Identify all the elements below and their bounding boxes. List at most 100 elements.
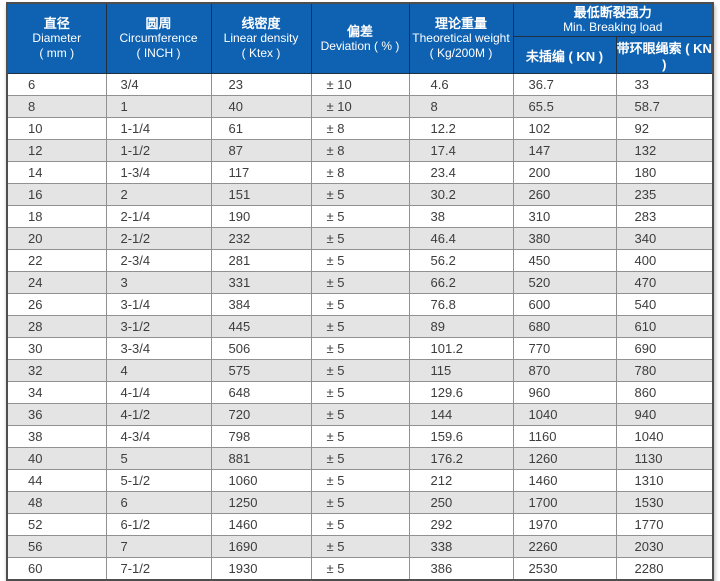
table-cell: 14 xyxy=(6,161,107,184)
table-cell: 4-1/4 xyxy=(105,381,212,404)
table-cell: 1970 xyxy=(512,513,617,536)
table-cell: 12.2 xyxy=(408,117,514,140)
table-cell: 56.2 xyxy=(408,249,514,272)
table-cell: 2-3/4 xyxy=(105,249,212,272)
col-header-circumference: 圆周 Circumference ( INCH ) xyxy=(105,2,212,74)
table-cell: 1040 xyxy=(512,403,617,426)
table-cell: 23.4 xyxy=(408,161,514,184)
table-cell: 575 xyxy=(210,359,312,382)
table-cell: 180 xyxy=(615,161,714,184)
header-label-zh: 圆周 xyxy=(145,16,172,31)
table-cell: ± 10 xyxy=(310,95,410,118)
table-cell: 340 xyxy=(615,227,714,250)
table-cell: 1930 xyxy=(210,557,312,580)
col-header-theoretical-weight: 理论重量 Theoretical weight ( Kg/200M ) xyxy=(408,2,514,74)
table-cell: 1310 xyxy=(615,469,714,492)
table-cell: 117 xyxy=(210,161,312,184)
table-cell: 1260 xyxy=(512,447,617,470)
header-label-en: Deviation ( % ) xyxy=(320,38,400,53)
table-cell: ± 5 xyxy=(310,249,410,272)
col-header-deviation: 偏差 Deviation ( % ) xyxy=(310,2,410,74)
table-row: 30 3-3/4 506 ± 5 101.2 770 690 xyxy=(6,337,714,360)
table-cell: ± 8 xyxy=(310,117,410,140)
table-cell: 331 xyxy=(210,271,312,294)
rope-spec-table-container: 直径 Diameter ( mm ) 圆周 Circumference ( IN… xyxy=(6,2,715,581)
table-row: 52 6-1/2 1460 ± 5 292 1970 1770 xyxy=(6,513,714,536)
table-row: 28 3-1/2 445 ± 5 89 680 610 xyxy=(6,315,714,338)
table-cell: 115 xyxy=(408,359,514,382)
table-cell: 3-3/4 xyxy=(105,337,212,360)
table-cell: ± 5 xyxy=(310,359,410,382)
table-cell: 46.4 xyxy=(408,227,514,250)
table-cell: 384 xyxy=(210,293,312,316)
table-cell: 2260 xyxy=(512,535,617,558)
table-row: 24 3 331 ± 5 66.2 520 470 xyxy=(6,271,714,294)
table-row: 22 2-3/4 281 ± 5 56.2 450 400 xyxy=(6,249,714,272)
table-cell: 1 xyxy=(105,95,212,118)
table-cell: 310 xyxy=(512,205,617,228)
table-cell: 3 xyxy=(105,271,212,294)
table-cell: 132 xyxy=(615,139,714,162)
table-cell: 200 xyxy=(512,161,617,184)
table-cell: 1530 xyxy=(615,491,714,514)
table-row: 36 4-1/2 720 ± 5 144 1040 940 xyxy=(6,403,714,426)
table-cell: 4.6 xyxy=(408,73,514,96)
table-cell: 1060 xyxy=(210,469,312,492)
table-cell: 61 xyxy=(210,117,312,140)
table-cell: 283 xyxy=(615,205,714,228)
table-cell: 1460 xyxy=(210,513,312,536)
table-row: 60 7-1/2 1930 ± 5 386 2530 2280 xyxy=(6,557,714,580)
header-label-en: Min. Breaking load xyxy=(563,20,663,34)
table-cell: 40 xyxy=(6,447,107,470)
header-label-zh: 偏差 xyxy=(346,23,373,39)
table-cell: 32 xyxy=(6,359,107,382)
table-cell: 960 xyxy=(512,381,617,404)
table-cell: 22 xyxy=(6,249,107,272)
col-header-linear-density: 线密度 Linear density ( Ktex ) xyxy=(210,2,312,74)
table-cell: 56 xyxy=(6,535,107,558)
table-row: 48 6 1250 ± 5 250 1700 1530 xyxy=(6,491,714,514)
table-cell: 3/4 xyxy=(105,73,212,96)
table-cell: ± 5 xyxy=(310,271,410,294)
table-row: 18 2-1/4 190 ± 5 38 310 283 xyxy=(6,205,714,228)
table-cell: 30 xyxy=(6,337,107,360)
table-cell: 380 xyxy=(512,227,617,250)
table-cell: 1040 xyxy=(615,425,714,448)
table-cell: 48 xyxy=(6,491,107,514)
table-cell: 400 xyxy=(615,249,714,272)
table-cell: 36.7 xyxy=(512,73,617,96)
table-cell: 780 xyxy=(615,359,714,382)
table-cell: 159.6 xyxy=(408,425,514,448)
table-row: 34 4-1/4 648 ± 5 129.6 960 860 xyxy=(6,381,714,404)
table-cell: 34 xyxy=(6,381,107,404)
table-cell: 881 xyxy=(210,447,312,470)
table-cell: ± 5 xyxy=(310,205,410,228)
table-cell: 66.2 xyxy=(408,271,514,294)
table-cell: 8 xyxy=(6,95,107,118)
table-cell: 20 xyxy=(6,227,107,250)
table-cell: 144 xyxy=(408,403,514,426)
table-cell: 520 xyxy=(512,271,617,294)
table-cell: 1250 xyxy=(210,491,312,514)
table-cell: ± 5 xyxy=(310,557,410,580)
table-cell: 3-1/2 xyxy=(105,315,212,338)
table-cell: 2 xyxy=(105,183,212,206)
sub-header-eye-spliced: 带环眼绳索 ( KN ) xyxy=(615,36,714,74)
table-cell: 26 xyxy=(6,293,107,316)
table-cell: 232 xyxy=(210,227,312,250)
table-row: 26 3-1/4 384 ± 5 76.8 600 540 xyxy=(6,293,714,316)
table-cell: 6-1/2 xyxy=(105,513,212,536)
table-cell: 212 xyxy=(408,469,514,492)
header-row-main: 直径 Diameter ( mm ) 圆周 Circumference ( IN… xyxy=(6,2,714,74)
header-label-unit: ( Kg/200M ) xyxy=(429,46,493,60)
table-cell: 235 xyxy=(615,183,714,206)
table-cell: 600 xyxy=(512,293,617,316)
table-cell: 4 xyxy=(105,359,212,382)
table-cell: 690 xyxy=(615,337,714,360)
table-cell: 23 xyxy=(210,73,312,96)
table-cell: 102 xyxy=(512,117,617,140)
table-cell: 6 xyxy=(105,491,212,514)
table-cell: ± 5 xyxy=(310,425,410,448)
table-cell: 506 xyxy=(210,337,312,360)
table-cell: ± 5 xyxy=(310,293,410,316)
